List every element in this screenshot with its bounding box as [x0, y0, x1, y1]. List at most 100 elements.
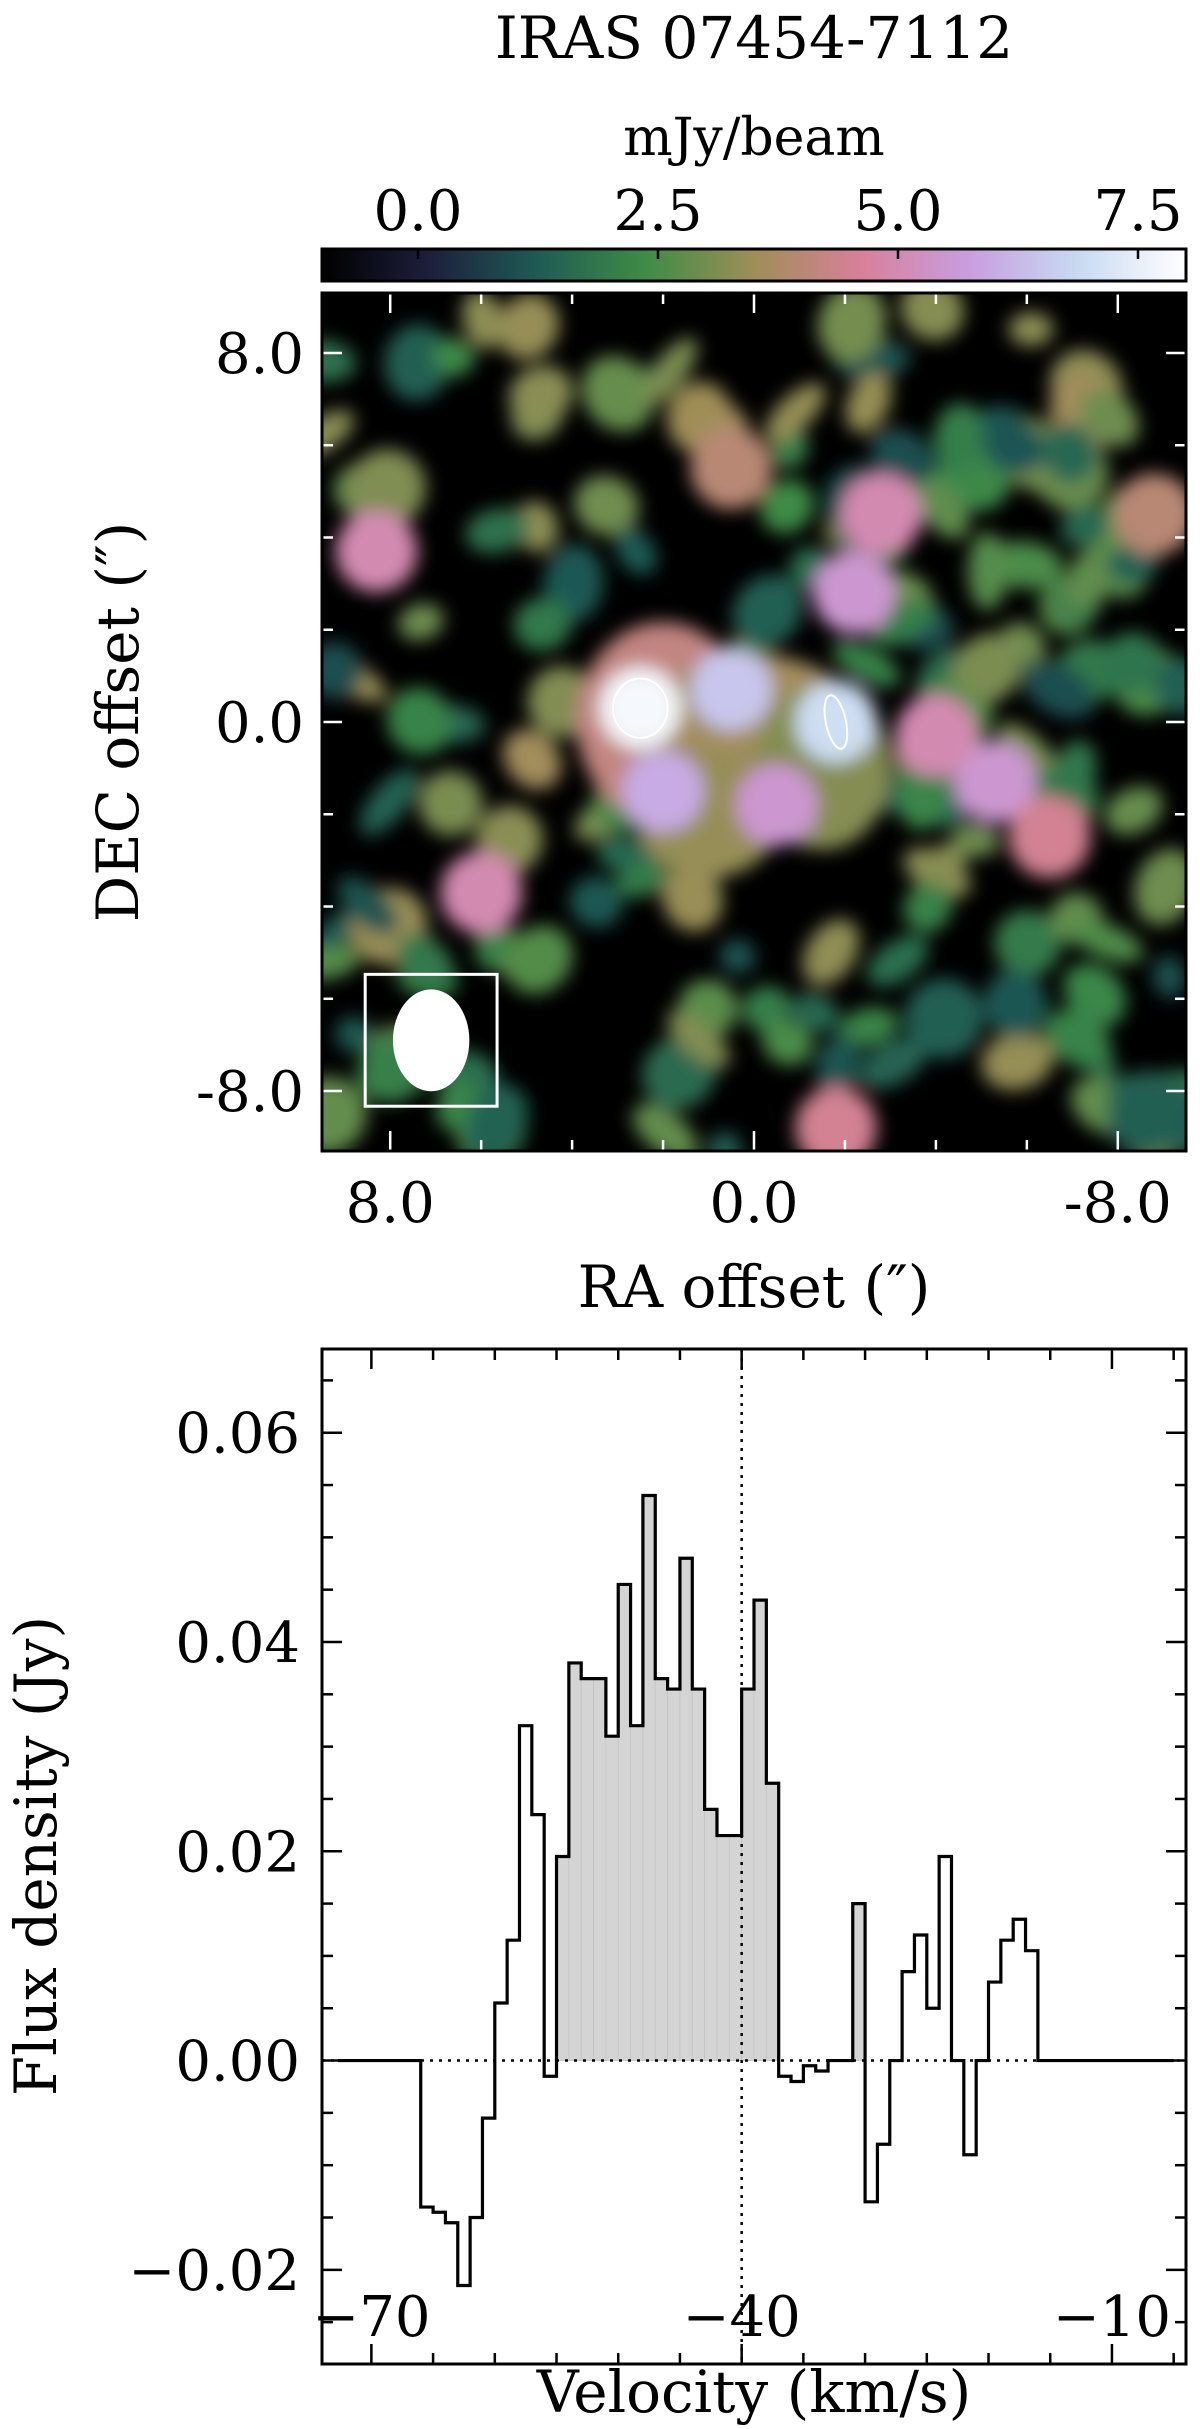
map-y-tick-label: 8.0 [215, 322, 304, 387]
noise-blob [762, 1020, 813, 1066]
contour [823, 694, 849, 750]
noise-blob [802, 919, 860, 986]
noise-blob [322, 912, 356, 964]
noise-blob [432, 337, 475, 377]
noise-blob [764, 382, 826, 443]
spectrum-chart: −70 −40 −10 −0.02 0.00 0.02 0.04 0.06 Velocity … [2, 1347, 1188, 2426]
emission-peak [622, 750, 704, 833]
noise-blob [997, 722, 1057, 778]
spectrum-bar [617, 1584, 631, 2061]
spectrum-y-tick-label: 0.04 [175, 1611, 300, 1676]
noise-blob [322, 641, 363, 700]
map-y-label: DEC offset (″) [84, 522, 152, 923]
colorbar-tick-label: 7.5 [1093, 179, 1182, 244]
noise-blob [1154, 657, 1186, 716]
noise-blob [967, 532, 1008, 611]
noise-blob [322, 1076, 367, 1151]
noise-blob [465, 508, 530, 554]
spectrum-bar [691, 1688, 706, 2061]
beam-ellipse [392, 989, 470, 1092]
noise-blob [981, 1032, 1054, 1091]
noise-blob [952, 633, 1023, 704]
emission-peak [735, 764, 818, 846]
noise-blob [932, 842, 967, 876]
emission-peak [894, 694, 977, 777]
noise-blob [384, 324, 451, 401]
spectrum-bar [716, 1835, 730, 2061]
noise-blob [870, 428, 935, 486]
noise-blob [1060, 504, 1109, 547]
noise-blob [1107, 1080, 1182, 1151]
emission-peak [440, 851, 523, 934]
map-x-tick-label: -8.0 [1064, 1171, 1172, 1236]
noise-blob [508, 365, 574, 424]
map-x-label: RA offset (″) [578, 1253, 931, 1321]
emission-peak [1008, 796, 1091, 879]
noise-blob [741, 985, 792, 1033]
spectrum-bar [605, 1735, 619, 2061]
map-frame [320, 291, 1188, 1153]
colorbar-gradient [320, 247, 1188, 283]
spectrum-bar [556, 1856, 570, 2061]
noise-blob [1063, 543, 1119, 611]
colorbar-tick-label: 2.5 [613, 179, 702, 244]
beam-frame [363, 972, 499, 1108]
spectrum-bar [642, 1495, 656, 2061]
noise-blob [337, 876, 398, 934]
map-x-tick-label: 8.0 [346, 1171, 435, 1236]
spectrum-bar [580, 1678, 594, 2061]
emission-peak [813, 551, 895, 634]
noise-blob [1052, 740, 1097, 803]
noise-blob [581, 355, 655, 432]
map-x-tick-label: 0.0 [709, 1171, 798, 1236]
spectrum-bar [630, 1725, 644, 2061]
noise-blob [1152, 955, 1186, 999]
noise-blob [815, 1034, 861, 1096]
noise-blob [398, 603, 444, 641]
noise-blob [1042, 423, 1098, 483]
noise-blob [791, 992, 839, 1033]
noise-blob [1081, 388, 1139, 447]
map-y-tick-label: 0.0 [215, 691, 304, 756]
noise-blob [513, 598, 572, 651]
spectrum-y-label: Flux density (Jy) [2, 1616, 70, 2096]
noise-blob [1044, 1009, 1111, 1066]
colorbar-label: mJy/beam [623, 108, 884, 168]
noise-blob [661, 864, 723, 932]
noise-blob [335, 1016, 373, 1053]
beam-box [363, 972, 499, 1108]
noise-blob [903, 882, 952, 933]
colorbar-tick-label: 5.0 [853, 179, 942, 244]
emission-peak [690, 648, 773, 731]
spectrum-bar [679, 1557, 693, 2061]
noise-blob [359, 768, 419, 836]
noise-blob [462, 293, 504, 350]
noise-blob [386, 687, 453, 755]
spectrum-x-tick-label: −10 [1053, 2285, 1171, 2350]
noise-blob [1104, 786, 1163, 835]
spectrum-x-label: Velocity (km/s) [536, 2358, 972, 2426]
map-y-tick-label: -8.0 [196, 1060, 304, 1125]
emission-peak [690, 427, 773, 510]
noise-blob [514, 501, 559, 553]
spectrum-y-tick-label: 0.02 [175, 1820, 300, 1885]
map-title: IRAS 07454-7112 [495, 4, 1013, 72]
noise-blob [933, 402, 984, 473]
noise-blob [497, 293, 560, 360]
spectrum-bar [667, 1688, 681, 2061]
colorbar: mJy/beam 0.0 2.5 5.0 7.5 [320, 108, 1188, 283]
noise-blob [348, 449, 426, 527]
noise-blob [666, 1011, 730, 1068]
spectrum-bar [728, 1835, 743, 2061]
contour [612, 677, 669, 739]
emission-peak [1113, 473, 1186, 556]
noise-blob [1008, 311, 1054, 347]
noise-blob [1063, 963, 1127, 1026]
noise-blob [870, 599, 938, 647]
noise-blob [867, 935, 929, 987]
noise-blob [904, 978, 984, 1059]
noise-blob [632, 1103, 698, 1151]
emission-peak [335, 510, 418, 593]
noise-blob [732, 574, 803, 648]
noise-blob [502, 729, 562, 790]
